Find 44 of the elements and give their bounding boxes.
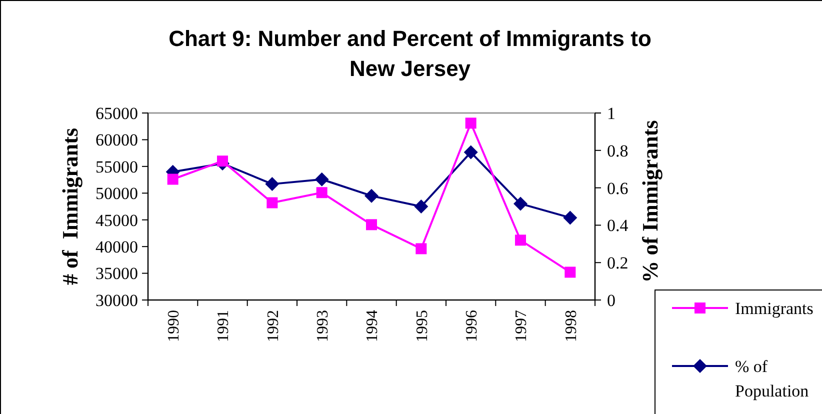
- point: [416, 243, 427, 254]
- x-tick-label: 1995: [414, 310, 431, 342]
- x-tick-label: 1992: [264, 310, 282, 342]
- y-axis-title: # of Immigrants: [58, 128, 83, 286]
- x-tick-label: 1994: [364, 310, 382, 342]
- point: [316, 187, 328, 198]
- point: [265, 177, 280, 192]
- y2-tick-label: 0: [607, 290, 616, 310]
- y2-tick-label: 0.8: [607, 141, 628, 160]
- y2-tick-label: 0.6: [607, 178, 628, 198]
- y2-tick-label: 0.4: [607, 216, 629, 236]
- x-tick-label: 1998: [562, 310, 580, 342]
- y-tick-label: 60000: [96, 130, 138, 150]
- y-tick-label: 35000: [96, 264, 138, 284]
- point: [217, 156, 228, 167]
- legend-label: % of Population: [735, 356, 810, 401]
- point: [564, 266, 576, 278]
- y-tick-label: 50000: [96, 184, 138, 204]
- point: [167, 174, 178, 185]
- x-tick-label: 1991: [215, 310, 232, 342]
- y2-axis-title: % of Immigrants: [638, 120, 663, 283]
- chart-title: Chart 9: Number and Percent of Immigrants to New Jersey: [168, 26, 652, 81]
- point: [464, 145, 478, 160]
- point: [515, 234, 526, 246]
- point: [364, 188, 378, 203]
- x-tick-label: 1990: [165, 310, 182, 342]
- point: [314, 172, 329, 186]
- point: [563, 210, 578, 225]
- y-tick-label: 30000: [96, 290, 138, 310]
- legend-label: Immigrants: [735, 298, 814, 318]
- x-tick-label: 1993: [314, 310, 332, 342]
- point: [465, 118, 476, 129]
- y2-tick-label: 1: [607, 104, 616, 123]
- point: [266, 197, 278, 208]
- x-tick-label: 1996: [463, 310, 480, 342]
- point: [514, 196, 528, 211]
- point: [414, 200, 428, 214]
- y2-tick-label: 0.2: [607, 254, 628, 273]
- y-tick-label: 45000: [96, 210, 138, 230]
- y-tick-label: 40000: [96, 238, 138, 257]
- x-tick-label: 1997: [513, 310, 530, 342]
- y-tick-label: 55000: [96, 157, 138, 176]
- point: [366, 219, 377, 230]
- y-tick-label: 65000: [96, 104, 138, 123]
